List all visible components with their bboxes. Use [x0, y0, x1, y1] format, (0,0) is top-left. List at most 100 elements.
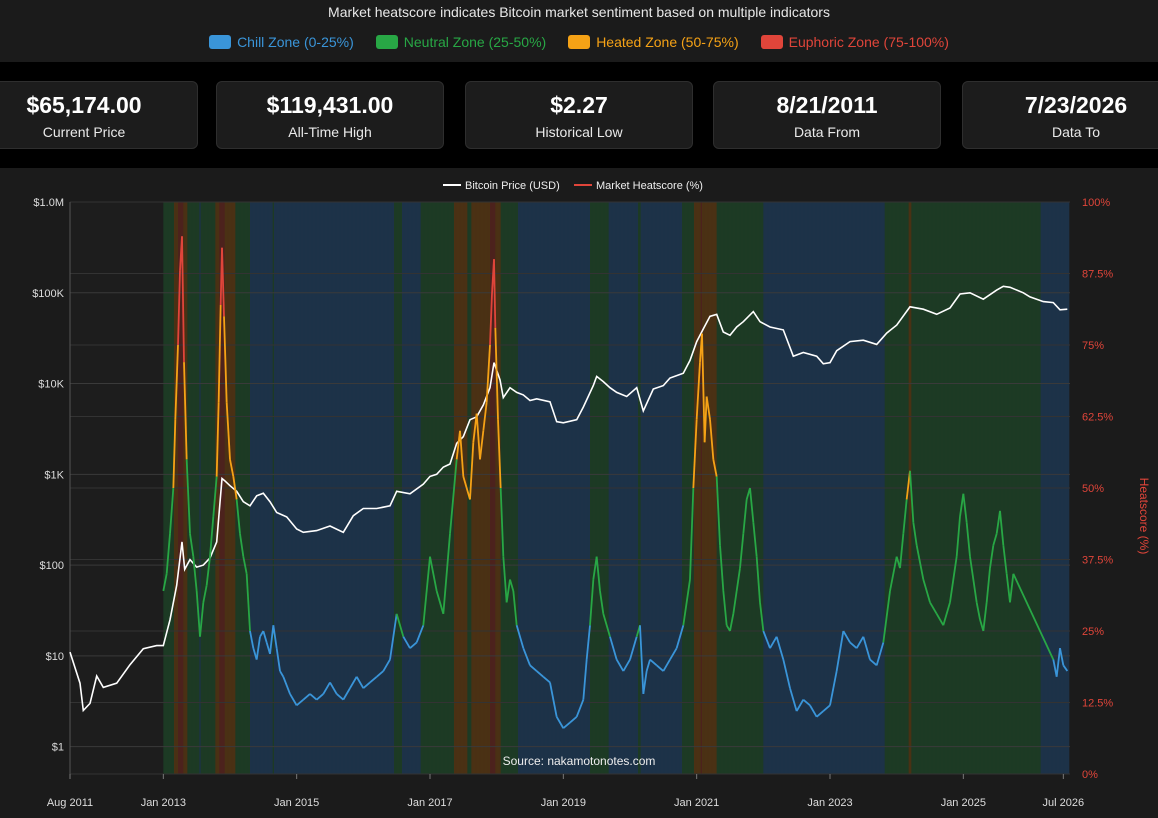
heatscore-segment: [229, 459, 235, 477]
heatscore-segment: [242, 556, 248, 574]
heatscore-segment: [816, 710, 824, 718]
heatscore-series: [162, 236, 1069, 729]
legend-euphoric-label: Euphoric Zone (75-100%): [788, 34, 949, 50]
heatscore-segment: [732, 590, 738, 614]
heatscore-segment: [862, 636, 871, 660]
legend-heated-swatch: [568, 35, 591, 49]
price-tick-label: $100K: [32, 288, 64, 300]
heatscore-segment: [692, 419, 698, 489]
heatscore-segment: [975, 602, 981, 620]
heatscore-segment: [739, 533, 745, 569]
heatscore-segment: [855, 636, 865, 649]
heatscore-segment: [322, 682, 331, 695]
heatscore-segment: [422, 556, 431, 626]
heat-tick-label: 100%: [1082, 197, 1110, 209]
legend-chill-swatch: [209, 35, 232, 49]
heatscore-segment: [362, 681, 371, 689]
heatscore-segment: [205, 556, 211, 586]
stat-current-price: $65,174.00 Current Price: [0, 81, 198, 149]
heatscore-segment: [489, 293, 493, 346]
heatscore-segment: [639, 625, 645, 694]
heatscore-segment: [555, 716, 565, 729]
heatscore-segment: [309, 693, 318, 701]
stat-data-from: 8/21/2011 Data From: [713, 81, 941, 149]
heatscore-segment: [509, 579, 515, 592]
heatscore-segment: [1055, 648, 1061, 677]
heatscore-segment: [969, 556, 978, 603]
heatscore-segment: [475, 413, 481, 460]
heatscore-segment: [505, 579, 511, 603]
heatscore-segment: [549, 682, 558, 717]
heatscore-segment: [199, 602, 205, 637]
heatscore-segment: [752, 522, 758, 557]
heatscore-segment: [215, 402, 220, 477]
heatscore-segment: [209, 516, 215, 557]
heatscore-segment: [875, 642, 885, 666]
heatscore-segment: [642, 670, 648, 695]
heatscore-segment: [562, 721, 571, 729]
heatscore-segment: [755, 556, 761, 603]
heatscore-segment: [662, 659, 671, 672]
price-tick-label: $1K: [44, 469, 64, 481]
heatscore-segment: [192, 556, 198, 592]
heatscore-segment: [282, 676, 291, 695]
header: Market heatscore indicates Bitcoin marke…: [0, 0, 1158, 62]
stat-data-to: 7/23/2026 Data To: [962, 81, 1158, 149]
heatscore-segment: [529, 664, 538, 672]
heatscore-segment: [719, 545, 725, 592]
heatscore-segment: [1012, 573, 1055, 660]
price-line: [69, 285, 1068, 713]
legend-euphoric[interactable]: Euphoric Zone (75-100%): [760, 34, 949, 50]
heatscore-segment: [221, 247, 225, 317]
heatscore-segment: [459, 430, 465, 477]
x-tick-label: Jan 2021: [674, 797, 719, 809]
heatscore-segment: [1062, 664, 1069, 672]
legend-chill[interactable]: Chill Zone (0-25%): [209, 34, 354, 50]
heatscore-segment: [982, 602, 988, 632]
heatscore-segment: [409, 641, 418, 649]
heatscore-segment: [645, 659, 651, 672]
heatscore-segment: [217, 304, 222, 403]
stat-current-price-value: $65,174.00: [26, 92, 142, 118]
heatscore-segment: [382, 659, 391, 672]
heatscore-segment: [569, 716, 578, 724]
stat-data-from-value: 8/21/2011: [776, 92, 878, 118]
heatscore-segment: [742, 499, 748, 534]
heatscore-segment: [349, 676, 358, 689]
x-tick-label: Jan 2015: [274, 797, 319, 809]
heatscore-segment: [185, 459, 191, 534]
heatscore-segment: [955, 516, 961, 557]
heatscore-segment: [602, 613, 611, 637]
zone-legend: Chill Zone (0-25%) Neutral Zone (25-50%)…: [0, 34, 1158, 50]
heatscore-segment: [479, 430, 485, 460]
heatscore-segment: [435, 590, 445, 615]
heatscore-segment: [316, 693, 324, 701]
heatscore-segment: [949, 556, 958, 603]
heat-tick-label: 50%: [1082, 483, 1104, 495]
heatscore-segment: [585, 625, 591, 660]
x-tick-label: Jan 2023: [807, 797, 852, 809]
heatscore-chart: $1.0M $100K $10K $1K $100 $10 $1 100% 87.5% 75% 62…: [32, 180, 1151, 809]
heatscore-segment: [542, 676, 551, 684]
heatscore-segment: [225, 402, 231, 460]
heatscore-segment: [735, 567, 741, 592]
heatscore-segment: [469, 442, 475, 500]
heatscore-segment: [195, 590, 201, 637]
stat-all-time-high: $119,431.00 All-Time High: [216, 81, 444, 149]
legend-neutral[interactable]: Neutral Zone (25-50%): [375, 34, 546, 50]
right-axis-label: Heatscore (%): [1137, 478, 1151, 555]
price-tick-label: $1: [52, 742, 64, 754]
heatscore-segment: [429, 556, 438, 592]
x-tick-label: Jan 2017: [407, 797, 452, 809]
heatscore-segment: [992, 533, 998, 546]
heatscore-segment: [965, 522, 971, 557]
heatscore-segment: [275, 648, 281, 672]
heatscore-segment: [512, 590, 518, 626]
heatscore-segment: [701, 333, 706, 443]
heatscore-segment: [592, 556, 598, 580]
heatscore-segment: [389, 613, 398, 660]
heatscore-segment: [782, 659, 791, 689]
heatscore-segment: [455, 430, 461, 460]
heatscore-segment: [296, 698, 304, 707]
legend-heated[interactable]: Heated Zone (50-75%): [568, 34, 739, 50]
